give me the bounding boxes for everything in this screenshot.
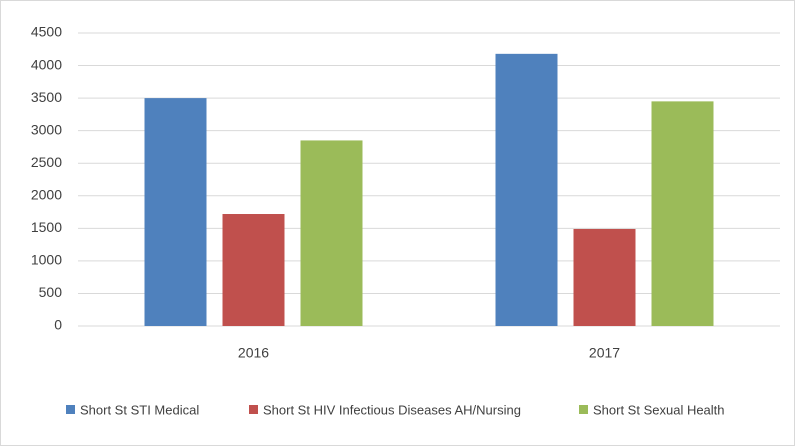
bar bbox=[495, 53, 558, 326]
y-tick-label: 2000 bbox=[31, 186, 62, 202]
legend-swatch bbox=[579, 405, 588, 414]
bar bbox=[651, 101, 714, 326]
y-tick-label: 4500 bbox=[31, 24, 62, 40]
bar bbox=[573, 228, 636, 326]
bar bbox=[300, 140, 363, 326]
legend-swatch bbox=[66, 405, 75, 414]
bar bbox=[144, 98, 207, 326]
y-tick-label: 1500 bbox=[31, 219, 62, 235]
bar bbox=[222, 214, 285, 326]
legend: Short St STI Medical Short St HIV Infecti… bbox=[66, 402, 725, 417]
y-tick-label: 3500 bbox=[31, 89, 62, 105]
legend-label: Short St HIV Infectious Diseases AH/Nurs… bbox=[263, 402, 521, 417]
y-tick-label: 4000 bbox=[31, 56, 62, 72]
y-tick-label: 2500 bbox=[31, 154, 62, 170]
y-tick-label: 0 bbox=[54, 317, 62, 333]
legend-label: Short St STI Medical bbox=[80, 402, 199, 417]
y-tick-label: 3000 bbox=[31, 121, 62, 137]
x-tick-label: 2016 bbox=[238, 345, 269, 361]
y-tick-label: 1000 bbox=[31, 252, 62, 268]
legend-label: Short St Sexual Health bbox=[593, 402, 725, 417]
x-tick-label: 2017 bbox=[589, 345, 620, 361]
y-tick-label: 500 bbox=[39, 284, 63, 300]
legend-swatch bbox=[249, 405, 258, 414]
